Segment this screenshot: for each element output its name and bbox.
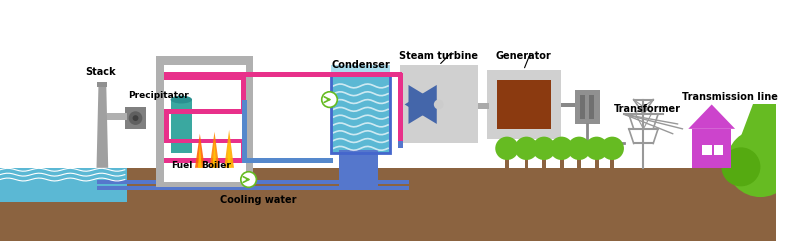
Bar (244, 72, 402, 77)
Bar (611, 158, 615, 168)
Circle shape (533, 137, 556, 160)
Circle shape (133, 115, 139, 121)
Bar (0, 168, 776, 241)
Bar (702, 145, 712, 155)
Bar (577, 158, 581, 168)
Bar (242, 100, 247, 163)
Polygon shape (195, 134, 205, 168)
Polygon shape (408, 85, 441, 124)
Circle shape (322, 92, 338, 107)
Circle shape (129, 111, 142, 125)
Bar (714, 145, 724, 155)
Text: Fuel: Fuel (170, 161, 192, 170)
Bar (398, 141, 403, 148)
Polygon shape (729, 104, 776, 168)
Polygon shape (227, 140, 231, 168)
Text: Stack: Stack (85, 67, 115, 77)
Bar (164, 109, 242, 114)
Polygon shape (198, 143, 202, 168)
Bar (505, 158, 509, 168)
Bar (478, 103, 490, 109)
Bar (487, 70, 560, 139)
Circle shape (515, 137, 538, 160)
Bar (164, 72, 320, 77)
Ellipse shape (170, 96, 192, 103)
Text: Cooling water: Cooling water (220, 195, 297, 205)
Bar (107, 113, 127, 120)
Bar (241, 139, 246, 163)
Bar (560, 103, 576, 107)
Bar (400, 65, 478, 143)
Bar (164, 158, 320, 163)
Bar (164, 75, 246, 80)
Bar (164, 65, 246, 183)
Text: Generator: Generator (496, 51, 552, 61)
Text: Steam turbine: Steam turbine (400, 51, 478, 61)
Bar (0, 168, 127, 202)
Polygon shape (213, 142, 217, 168)
Bar (595, 158, 599, 168)
Polygon shape (96, 85, 108, 168)
Ellipse shape (726, 129, 794, 197)
Bar (580, 95, 585, 119)
Bar (125, 107, 146, 129)
Bar (693, 129, 732, 168)
Bar (560, 158, 564, 168)
Circle shape (550, 137, 573, 160)
Bar (97, 181, 409, 184)
Text: Transmission line: Transmission line (682, 92, 778, 102)
Polygon shape (404, 85, 437, 124)
Bar (576, 90, 599, 124)
Polygon shape (689, 104, 735, 129)
Bar (331, 65, 390, 153)
Bar (164, 139, 242, 143)
Circle shape (568, 137, 591, 160)
Polygon shape (224, 130, 234, 168)
Bar (589, 95, 594, 119)
Text: Condenser: Condenser (331, 60, 390, 70)
Circle shape (434, 100, 443, 109)
Bar (156, 56, 253, 187)
Text: Boiler: Boiler (201, 161, 232, 170)
Bar (339, 150, 378, 187)
Ellipse shape (721, 147, 760, 186)
Bar (170, 100, 192, 153)
Bar (97, 82, 107, 87)
Bar (97, 186, 409, 190)
Bar (331, 75, 390, 153)
Bar (246, 158, 334, 163)
Circle shape (600, 137, 624, 160)
Text: Precipitator: Precipitator (127, 91, 189, 100)
Bar (398, 73, 403, 143)
Bar (164, 114, 169, 143)
Bar (331, 75, 390, 153)
Bar (331, 65, 390, 153)
Bar (498, 80, 551, 129)
Circle shape (495, 137, 519, 160)
Bar (525, 158, 529, 168)
Circle shape (585, 137, 608, 160)
Polygon shape (209, 132, 220, 168)
Circle shape (241, 172, 256, 187)
Bar (241, 80, 246, 114)
Bar (542, 158, 546, 168)
Text: Transformer: Transformer (615, 104, 681, 114)
